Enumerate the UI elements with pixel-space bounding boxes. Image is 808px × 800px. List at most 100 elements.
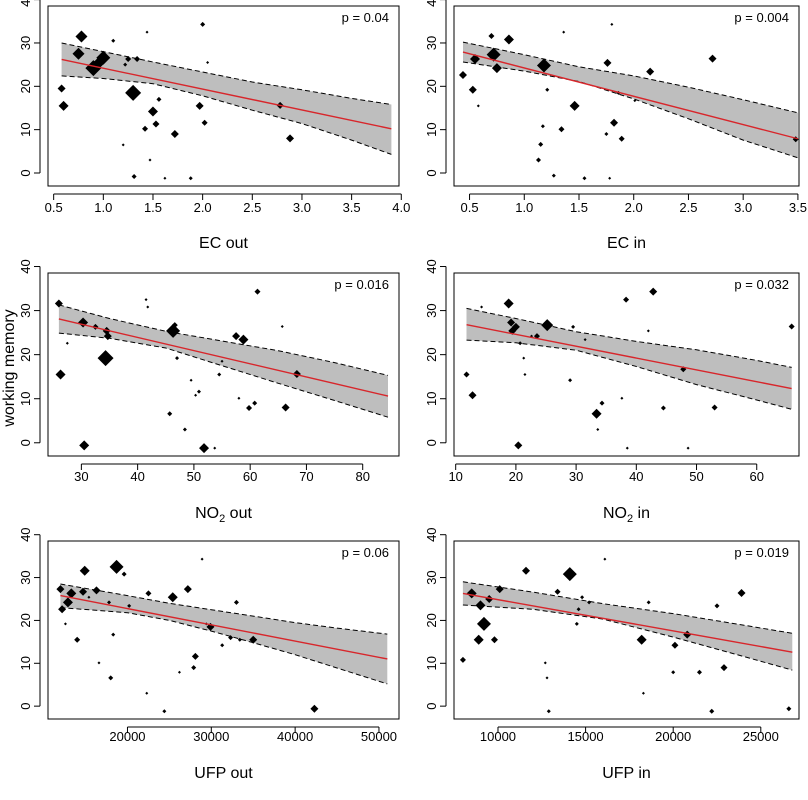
data-point (237, 637, 242, 642)
data-point (121, 143, 125, 147)
data-point (646, 600, 651, 605)
y-tick-label: 0 (18, 169, 33, 176)
x-axis-label: UFP out (194, 765, 253, 782)
x-tick-label: 2.0 (625, 200, 643, 215)
data-point (620, 396, 624, 400)
plot-frame (453, 272, 800, 457)
data-point (569, 100, 580, 111)
y-tick-label: 10 (18, 391, 33, 405)
data-point (237, 396, 241, 400)
data-point (495, 585, 504, 594)
data-point (103, 332, 112, 341)
data-point (286, 134, 295, 143)
x-tick-label: 60 (749, 469, 763, 484)
data-point (545, 676, 549, 680)
regression-line (466, 324, 792, 390)
x-tick-label: 50000 (361, 729, 397, 744)
data-point (623, 296, 630, 303)
x-tick-label: 3.0 (293, 200, 311, 215)
x-axis-label: EC out (199, 235, 248, 252)
data-point (191, 652, 199, 660)
y-tick-label: 0 (424, 703, 439, 710)
plot-frame (453, 5, 800, 187)
data-point (75, 30, 88, 43)
plot-frame (453, 540, 800, 720)
x-tick-label: 10 (448, 469, 462, 484)
data-point (458, 71, 467, 80)
data-point (162, 709, 167, 714)
data-point (163, 176, 167, 180)
data-point (233, 599, 239, 605)
data-point (485, 594, 494, 603)
band-lower-line (60, 607, 388, 685)
data-point (57, 84, 66, 93)
data-point (55, 369, 66, 380)
data-point (574, 621, 579, 626)
data-point (711, 404, 718, 411)
y-tick-label: 0 (18, 703, 33, 710)
data-point (134, 56, 141, 63)
data-point (543, 661, 547, 665)
data-point (488, 33, 495, 40)
data-point (568, 378, 573, 383)
y-tick-label: 0 (18, 439, 33, 446)
panel-6: 10000 15000 20000 25000 0 10 20 30 40 p = 0.019 UF… (424, 527, 800, 782)
data-point (107, 600, 112, 605)
p-value-label: p = 0.032 (734, 277, 789, 292)
data-point (562, 30, 566, 34)
panel-5: 20000 30000 40000 50000 0 10 20 30 40 p = 0.06 UFP… (18, 527, 400, 782)
data-point (182, 427, 187, 432)
data-point (121, 571, 127, 577)
data-point (538, 141, 544, 147)
data-point (546, 709, 551, 714)
data-point (146, 305, 150, 309)
band-upper-line (61, 42, 392, 105)
data-point (58, 605, 67, 614)
data-point (511, 322, 520, 331)
panel-2: 0.5 1.0 1.5 2.0 2.5 3.0 3.5 0 10 20 30 40 p = 0.004 E… (424, 0, 807, 252)
confidence-band (58, 304, 389, 418)
y-tick-label: 20 (18, 79, 33, 93)
x-tick-label: 30 (569, 469, 583, 484)
data-point (191, 665, 197, 671)
band-lower-line (462, 604, 793, 671)
data-point (281, 403, 290, 412)
data-point (610, 118, 619, 127)
data-point (463, 371, 470, 378)
x-tick-label: 50 (689, 469, 703, 484)
data-point (540, 124, 545, 129)
data-point (596, 428, 600, 432)
data-point (177, 670, 181, 674)
data-point (535, 157, 541, 163)
data-point (79, 565, 90, 576)
band-lower-line (462, 61, 799, 159)
global-y-axis-label: working memory (1, 309, 18, 427)
data-point (646, 67, 655, 76)
data-point (660, 405, 666, 411)
p-value-label: p = 0.019 (734, 545, 789, 560)
data-point (709, 708, 715, 714)
data-point (144, 298, 148, 302)
band-upper-line (58, 304, 389, 376)
panel-4: 10 20 30 40 50 60 0 10 20 30 40 p = 0.032 NO2 in (424, 259, 800, 525)
p-value-label: p = 0.06 (342, 545, 389, 560)
data-point (199, 443, 210, 454)
x-tick-label: 60 (243, 469, 257, 484)
x-tick-label: 20000 (655, 729, 691, 744)
data-point (473, 634, 484, 645)
data-point (503, 298, 514, 309)
y-tick-label: 10 (18, 122, 33, 136)
data-point (252, 400, 258, 406)
confidence-band (60, 584, 388, 684)
data-point (646, 329, 650, 333)
x-tick-label: 15000 (568, 729, 604, 744)
y-tick-label: 30 (18, 36, 33, 50)
data-point (249, 635, 258, 644)
data-point (189, 378, 193, 382)
y-tick-label: 30 (18, 570, 33, 584)
data-point (195, 101, 204, 110)
data-point (109, 559, 124, 574)
data-point (486, 47, 501, 62)
data-point (490, 636, 498, 644)
data-point (171, 322, 178, 329)
